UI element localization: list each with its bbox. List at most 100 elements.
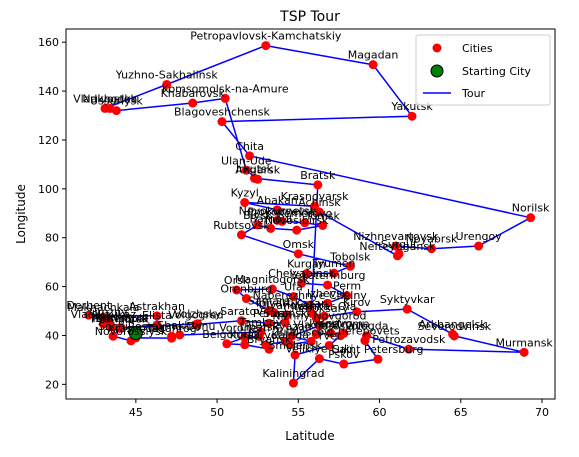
city-label: Komsomolsk-na-Amure bbox=[162, 82, 289, 95]
city-marker bbox=[407, 111, 417, 121]
city-label: Samara bbox=[248, 295, 290, 308]
city-marker bbox=[319, 311, 329, 321]
city-marker bbox=[314, 321, 324, 331]
x-tick-label: 70 bbox=[535, 406, 549, 419]
city-label: Kurgan bbox=[287, 258, 326, 271]
city-marker bbox=[449, 331, 459, 341]
city-label: Yuzhno-Sakhalinsk bbox=[115, 68, 219, 81]
x-tick-label: 65 bbox=[454, 406, 468, 419]
city-label: Norilsk bbox=[512, 202, 550, 215]
city-label: Nefteyugansk bbox=[359, 240, 436, 253]
city-marker bbox=[240, 198, 250, 208]
city-label: Chelyabinsk bbox=[268, 267, 335, 280]
city-label: Sochi bbox=[98, 320, 128, 333]
city-label: Pskov bbox=[328, 348, 360, 361]
city-marker bbox=[474, 241, 484, 251]
city-label: Makhachkala bbox=[67, 301, 139, 314]
city-marker bbox=[266, 223, 276, 233]
city-label: Lipetsk bbox=[240, 320, 280, 333]
city-marker bbox=[240, 332, 250, 342]
city-label: Orenburg bbox=[220, 283, 272, 296]
city-label: Stavropol bbox=[95, 312, 147, 325]
city-label: Elista bbox=[142, 309, 172, 322]
y-tick-label: 140 bbox=[38, 85, 59, 98]
city-label: Omsk bbox=[283, 238, 315, 251]
y-tick-label: 160 bbox=[38, 36, 59, 49]
city-marker bbox=[282, 310, 292, 320]
city-label: Tobolsk bbox=[329, 250, 371, 263]
city-label: Kaliningrad bbox=[262, 367, 324, 380]
city-marker bbox=[241, 294, 251, 304]
city-marker bbox=[526, 213, 536, 223]
city-label: Ulyanovsk bbox=[259, 299, 316, 312]
city-label: Tyumen bbox=[312, 257, 356, 270]
city-marker bbox=[241, 165, 251, 175]
city-marker bbox=[329, 268, 339, 278]
city-label: Pyatigorsk bbox=[91, 312, 149, 325]
city-marker bbox=[280, 318, 290, 328]
city-marker bbox=[293, 249, 303, 259]
city-marker bbox=[360, 336, 370, 346]
legend-tour-label: Tour bbox=[461, 87, 486, 100]
y-tick-label: 80 bbox=[45, 232, 59, 245]
city-marker bbox=[188, 98, 198, 108]
city-marker bbox=[288, 292, 298, 302]
x-tick-label: 60 bbox=[373, 406, 387, 419]
city-marker bbox=[306, 336, 316, 346]
city-marker bbox=[519, 347, 529, 357]
city-label: Belgorod bbox=[202, 328, 251, 341]
city-marker bbox=[318, 220, 328, 230]
city-label: Oryol bbox=[251, 329, 280, 342]
city-marker bbox=[285, 340, 295, 350]
city-label: Cherepovets bbox=[330, 325, 400, 338]
city-label: Krasnoyarsk bbox=[281, 190, 349, 203]
city-marker bbox=[175, 330, 185, 340]
city-label: Murmansk bbox=[495, 336, 553, 349]
city-marker bbox=[326, 328, 336, 338]
city-label: Kemerovo bbox=[277, 207, 332, 220]
city-marker bbox=[323, 280, 333, 290]
city-label: Rostov-na-Donu bbox=[128, 320, 216, 333]
city-label: Khabarovsk bbox=[161, 87, 226, 100]
city-marker bbox=[261, 340, 271, 350]
city-label: Orsk bbox=[224, 274, 250, 287]
y-tick-label: 20 bbox=[45, 378, 59, 391]
city-marker bbox=[108, 331, 118, 341]
city-label: Izhevsk bbox=[307, 287, 349, 300]
y-tick-label: 60 bbox=[45, 281, 59, 294]
city-marker bbox=[345, 261, 355, 271]
x-axis-label: Latitude bbox=[285, 429, 334, 443]
city-label: Urengoy bbox=[455, 230, 502, 243]
city-label: Magnitogorsk bbox=[235, 273, 310, 286]
city-label: Vladivostok bbox=[73, 92, 137, 105]
city-label: Tolyatti bbox=[253, 296, 294, 309]
city-label: Blagoveshchensk bbox=[174, 106, 271, 119]
city-marker bbox=[373, 354, 383, 364]
city-marker bbox=[404, 344, 414, 354]
x-tick-label: 50 bbox=[210, 406, 224, 419]
city-marker bbox=[323, 298, 333, 308]
city-marker bbox=[392, 251, 402, 261]
city-marker bbox=[288, 378, 298, 388]
city-marker bbox=[297, 278, 307, 288]
legend-box bbox=[415, 34, 551, 106]
city-marker bbox=[314, 207, 324, 217]
city-label: Taganrog bbox=[145, 322, 196, 335]
city-marker bbox=[290, 350, 300, 360]
city-label: Voronezh bbox=[219, 321, 270, 334]
city-marker bbox=[336, 331, 346, 341]
city-marker bbox=[232, 285, 242, 295]
city-label: Saransk bbox=[263, 307, 308, 320]
x-tick-label: 55 bbox=[291, 406, 305, 419]
city-marker bbox=[249, 173, 259, 183]
legend: Cities Starting City Tour bbox=[415, 34, 551, 106]
city-marker bbox=[167, 333, 177, 343]
x-tick-label: 45 bbox=[129, 406, 143, 419]
city-marker bbox=[222, 339, 232, 349]
city-label: Tula bbox=[273, 325, 296, 338]
city-label: Vladimir bbox=[293, 318, 339, 331]
city-label: Nizhnevartovsk bbox=[353, 230, 439, 243]
city-label: Novorossiysk bbox=[95, 325, 168, 338]
city-label: Syktyvkar bbox=[380, 293, 435, 306]
city-label: Yekaterinburg bbox=[289, 269, 366, 282]
